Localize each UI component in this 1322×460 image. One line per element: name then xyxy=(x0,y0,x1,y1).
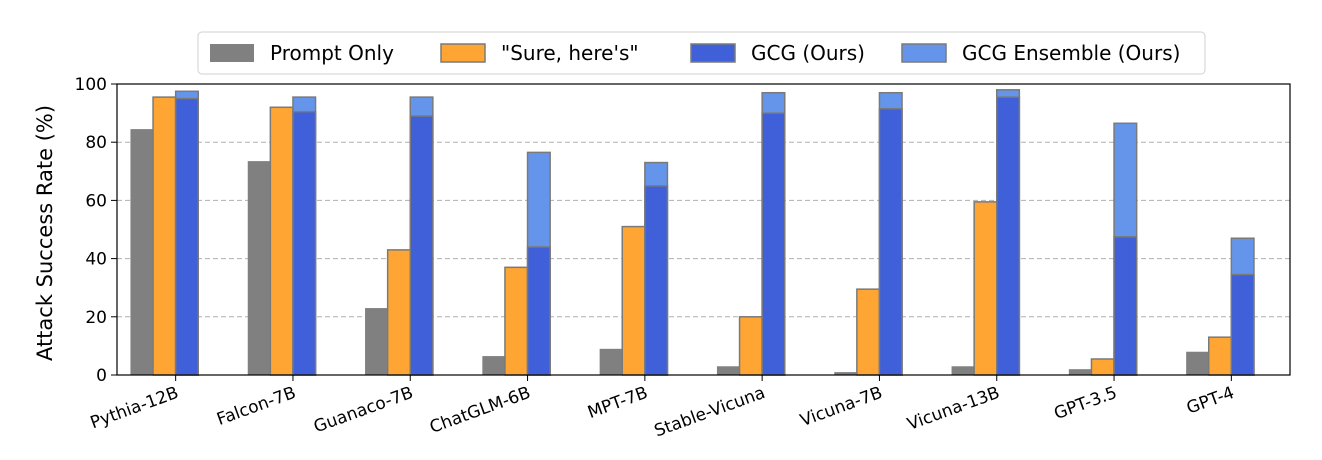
x-tick-label: Guanaco-7B xyxy=(311,383,416,437)
bar-prompt-only xyxy=(951,366,975,375)
x-tick-label: ChatGLM-6B xyxy=(427,383,533,438)
legend-label: "Sure, here's" xyxy=(501,41,639,65)
bar-gcg xyxy=(1230,273,1255,376)
legend-swatch xyxy=(440,43,486,63)
y-tick-label: 40 xyxy=(85,250,107,270)
bar-prompt-only xyxy=(716,366,740,375)
x-tick-label: MPT-7B xyxy=(585,383,650,423)
y-tick-label: 0 xyxy=(96,366,107,386)
bar-gcg xyxy=(292,110,317,376)
bar-prompt-only xyxy=(482,356,505,375)
x-tick-label: Stable-Vicuna xyxy=(652,383,768,442)
bar-sure-heres xyxy=(269,106,294,376)
bar-gcg xyxy=(1113,236,1138,376)
legend: Prompt Only "Sure, here's" GCG (Ours) GCG E… xyxy=(197,31,1206,75)
bar-gcg xyxy=(526,246,551,376)
bar-gcg xyxy=(409,115,434,376)
bars xyxy=(130,89,1255,376)
bar-prompt-only xyxy=(130,129,154,375)
bar-sure-heres xyxy=(973,201,998,376)
bar-gcg xyxy=(996,96,1021,376)
y-tick-label: 20 xyxy=(85,308,107,328)
bar-sure-heres xyxy=(1090,358,1115,376)
bar-sure-heres xyxy=(856,288,881,376)
bar-gcg xyxy=(174,97,199,376)
legend-label: GCG Ensemble (Ours) xyxy=(962,41,1180,65)
y-tick-label: 100 xyxy=(75,75,107,95)
y-axis-title: Attack Success Rate (%) xyxy=(33,105,57,361)
bar-sure-heres xyxy=(1208,336,1233,376)
bar-sure-heres xyxy=(738,316,763,376)
bar-sure-heres xyxy=(386,249,411,376)
bar-prompt-only xyxy=(834,372,857,375)
bar-sure-heres xyxy=(621,225,646,376)
x-tick-label: GPT-3.5 xyxy=(1051,383,1119,424)
bar-prompt-only xyxy=(599,348,623,375)
legend-swatch xyxy=(690,43,736,63)
bar-sure-heres xyxy=(504,266,529,376)
bar-sure-heres xyxy=(152,96,177,376)
bar-prompt-only xyxy=(365,308,388,375)
legend-label: Prompt Only xyxy=(270,41,394,65)
bar-prompt-only xyxy=(1068,369,1092,375)
x-tick-label: Pythia-12B xyxy=(88,383,182,433)
y-tick-label: 80 xyxy=(85,133,107,153)
x-tick-label: Falcon-7B xyxy=(214,383,298,430)
legend-swatch xyxy=(210,44,254,62)
axes-frame xyxy=(116,83,1291,376)
bar-prompt-only xyxy=(247,161,271,375)
x-tick-label: Vicuna-7B xyxy=(798,383,886,431)
bar-gcg xyxy=(878,107,903,376)
x-tick-label: Vicuna-13B xyxy=(905,383,1003,435)
y-tick-label: 60 xyxy=(85,191,107,211)
bar-gcg xyxy=(761,112,786,376)
bar-gcg xyxy=(644,185,669,376)
x-tick-label: GPT-4 xyxy=(1184,383,1237,419)
legend-label: GCG (Ours) xyxy=(751,41,865,65)
bar-prompt-only xyxy=(1186,351,1209,375)
legend-swatch xyxy=(901,43,947,63)
